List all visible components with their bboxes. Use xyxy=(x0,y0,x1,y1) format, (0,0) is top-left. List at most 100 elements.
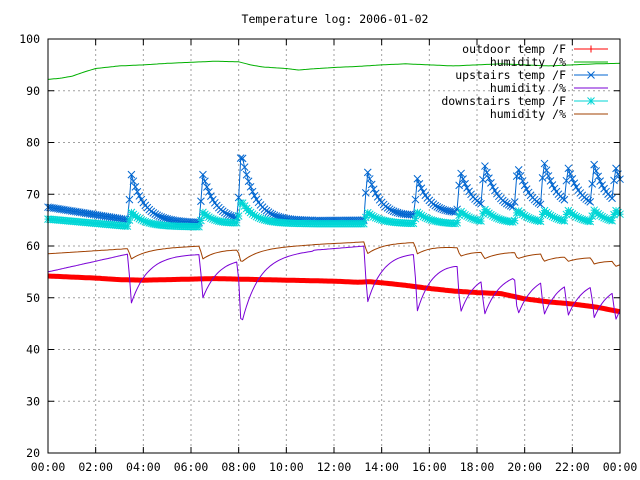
data-point xyxy=(487,179,495,187)
data-point xyxy=(455,181,463,190)
data-point xyxy=(504,200,513,209)
data-point xyxy=(538,174,547,182)
x-tick-label: 02:00 xyxy=(78,460,113,474)
data-point xyxy=(385,205,394,214)
y-tick-label: 40 xyxy=(26,343,40,357)
x-tick-label: 08:00 xyxy=(221,460,256,474)
data-point xyxy=(510,198,519,206)
y-tick-label: 80 xyxy=(26,136,40,150)
y-tick-label: 90 xyxy=(26,84,40,98)
data-point xyxy=(197,197,205,206)
data-point xyxy=(199,170,207,179)
data-point xyxy=(481,162,489,170)
legend-entry: humidity /% xyxy=(490,81,608,95)
legend-label: humidity /% xyxy=(490,55,566,69)
data-point xyxy=(387,206,396,215)
x-tick-label: 20:00 xyxy=(507,460,542,474)
data-point xyxy=(363,168,372,177)
data-point xyxy=(542,166,551,175)
data-point xyxy=(236,154,245,162)
series-1 xyxy=(47,60,621,80)
y-tick-label: 30 xyxy=(26,394,40,408)
data-point xyxy=(220,208,229,217)
data-point xyxy=(250,191,259,200)
series-line xyxy=(47,245,621,321)
data-point xyxy=(461,179,469,188)
data-point xyxy=(596,177,604,185)
data-point xyxy=(389,207,398,216)
x-tick-label: 14:00 xyxy=(364,460,399,474)
data-point xyxy=(413,174,422,183)
y-tick-label: 50 xyxy=(26,291,40,305)
data-point xyxy=(502,199,511,208)
x-tick-label: 00:00 xyxy=(31,460,66,474)
data-point xyxy=(203,183,211,191)
data-point xyxy=(453,218,461,227)
data-point xyxy=(232,218,241,227)
plot-frame xyxy=(47,38,621,454)
data-point xyxy=(566,170,575,178)
y-tick-label: 20 xyxy=(26,446,40,460)
data-point xyxy=(514,165,523,174)
legend-label: humidity /% xyxy=(490,107,566,121)
data-point xyxy=(411,195,420,204)
data-point xyxy=(361,189,370,197)
data-point xyxy=(516,171,525,180)
data-point xyxy=(477,199,485,208)
y-axis: 20 30 40 50 60 70 80 90 100 xyxy=(19,32,620,460)
x-tick-label: 00:00 xyxy=(603,460,638,474)
data-point xyxy=(489,183,497,191)
legend-label: upstairs temp /F xyxy=(455,68,566,82)
x-tick-label: 04:00 xyxy=(126,460,161,474)
data-point xyxy=(564,164,573,173)
data-point xyxy=(369,185,378,194)
data-point xyxy=(610,176,618,185)
series-line xyxy=(47,60,621,80)
data-point xyxy=(415,180,424,188)
data-point xyxy=(562,176,571,185)
data-point xyxy=(590,160,599,169)
x-tick-label: 22:00 xyxy=(555,460,590,474)
legend-label: downstairs temp /F xyxy=(441,94,566,108)
x-axis: 00:00 02:00 04:00 06:00 08:00 10:00 12:00 14:00… xyxy=(31,39,638,474)
data-point xyxy=(536,217,545,226)
data-point xyxy=(195,222,203,231)
chart-title: Temperature log: 2006-01-02 xyxy=(242,12,429,26)
series-5 xyxy=(47,241,621,267)
legend-entry: upstairs temp /F xyxy=(455,68,608,82)
data-point xyxy=(483,168,491,177)
data-point xyxy=(266,209,275,218)
data-point xyxy=(435,204,444,212)
legend-entry: humidity /% xyxy=(490,107,608,121)
data-point xyxy=(598,181,606,189)
series-3 xyxy=(47,245,621,321)
data-point xyxy=(417,184,426,193)
data-point xyxy=(479,175,487,184)
data-point xyxy=(457,169,465,178)
data-point xyxy=(518,177,527,185)
data-point xyxy=(371,189,380,198)
data-point xyxy=(129,177,138,186)
y-tick-label: 70 xyxy=(26,187,40,201)
x-tick-label: 06:00 xyxy=(174,460,209,474)
data-point xyxy=(248,187,257,196)
data-point xyxy=(608,194,616,203)
data-point xyxy=(548,181,557,189)
legend-label: outdoor temp /F xyxy=(462,42,566,56)
data-point xyxy=(197,216,205,225)
data-point xyxy=(201,177,209,186)
data-point xyxy=(560,217,569,225)
legend-label: humidity /% xyxy=(490,81,566,95)
data-point xyxy=(131,182,140,191)
data-point xyxy=(608,216,616,225)
data-point xyxy=(592,167,601,175)
data-point xyxy=(587,45,595,53)
plot-area xyxy=(44,60,624,321)
data-point xyxy=(594,172,603,181)
data-point xyxy=(268,210,277,219)
x-tick-label: 10:00 xyxy=(269,460,304,474)
x-tick-label: 12:00 xyxy=(317,460,352,474)
data-point xyxy=(586,198,595,206)
